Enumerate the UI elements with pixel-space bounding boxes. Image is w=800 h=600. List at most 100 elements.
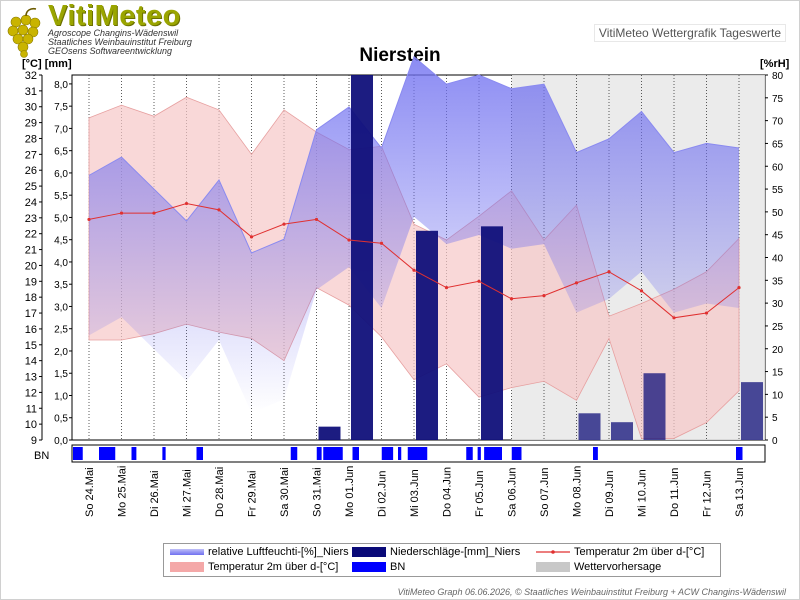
x-tick-label: Fr 05.Jun <box>474 471 486 517</box>
bn-segment <box>316 447 322 460</box>
precip-tick-label: 8,0 <box>54 80 68 91</box>
x-tick-label: Di 09.Jun <box>604 471 616 517</box>
humidity-tick-label: 75 <box>772 94 784 105</box>
vitimeteo-logo: VitiMeteo Agroscope Changins-Wädenswil S… <box>4 0 204 60</box>
temperature-point <box>314 217 319 222</box>
bn-segment <box>352 447 359 460</box>
temperature-point <box>477 279 481 283</box>
temperature-point <box>444 286 449 290</box>
bn-segment <box>736 447 743 460</box>
legend-item-humidity: relative Luftfeuchti-[%]_Niers <box>170 546 349 558</box>
temp-tick-label: 11 <box>26 403 37 415</box>
temperature-point <box>347 238 351 242</box>
bn-segment <box>131 447 137 460</box>
temp-tick-label: 14 <box>25 356 37 368</box>
precip-bar <box>611 422 633 440</box>
temp-tick-label: 22 <box>25 229 37 241</box>
precip-tick-label: 5,0 <box>54 213 68 224</box>
precip-bar <box>741 382 763 440</box>
chart-title: Nierstein <box>359 45 441 66</box>
graph-type-label: VitiMeteo Wettergrafik Tageswerte <box>593 24 786 42</box>
temperature-point <box>509 297 514 301</box>
legend-swatch-forecast <box>536 562 570 572</box>
x-tick-label: Sa 13.Jun <box>734 467 746 517</box>
bn-segment <box>290 447 298 460</box>
logo-title: VitiMeteo <box>48 0 181 32</box>
x-tick-label: Do 11.Jun <box>669 468 681 517</box>
x-tick-label: Mo 08.Jun <box>572 466 584 517</box>
humidity-tick-label: 70 <box>772 117 784 128</box>
logo-line-3: GEOsens Softwareentwicklung <box>48 46 173 56</box>
precip-bar <box>318 426 341 440</box>
precip-tick-label: 4,0 <box>54 258 68 269</box>
x-tick-label: Di 02.Jun <box>377 471 389 517</box>
temp-tick-label: 9 <box>31 435 37 447</box>
bn-segment <box>407 447 428 460</box>
humidity-area <box>89 56 739 413</box>
humidity-tick-label: 20 <box>772 345 784 356</box>
x-tick-label: Mi 27.Mai <box>182 469 194 517</box>
temp-tick-label: 13 <box>25 372 37 384</box>
precip-tick-label: 2,5 <box>54 325 68 336</box>
x-tick-label: So 24.Mai <box>84 467 96 517</box>
humidity-tick-label: 15 <box>772 368 784 379</box>
bn-segment <box>398 447 402 460</box>
bn-segment <box>99 447 116 460</box>
x-tick-label: Do 04.Jun <box>442 467 454 517</box>
humidity-tick-label: 60 <box>772 162 784 173</box>
right-axis-units: [%rH] <box>760 58 790 70</box>
temp-tick-label: 24 <box>25 197 37 209</box>
x-tick-label: Fr 29.Mai <box>247 471 259 517</box>
temp-tick-label: 17 <box>25 308 37 320</box>
temp-tick-label: 12 <box>25 387 37 399</box>
humidity-tick-label: 35 <box>772 276 784 287</box>
temp-tick-label: 21 <box>25 245 37 257</box>
temperature-point <box>574 281 579 285</box>
bn-segment <box>73 447 83 460</box>
temp-tick-label: 30 <box>25 102 37 114</box>
legend-item-bn: BN <box>352 561 405 573</box>
left-axis-units: [°C] [mm] <box>22 58 72 70</box>
precip-bar <box>351 75 373 440</box>
legend-swatch-humidity <box>170 549 204 555</box>
humidity-tick-label: 65 <box>772 139 784 150</box>
temperature-point <box>87 217 91 222</box>
temp-tick-label: 10 <box>25 419 37 431</box>
legend-item-precip: Niederschläge-[mm]_Niers <box>352 546 520 558</box>
bn-segment <box>495 447 502 460</box>
temp-tick-label: 31 <box>25 86 37 98</box>
grape-icon <box>7 7 41 58</box>
temp-tick-label: 15 <box>25 340 37 352</box>
precip-tick-label: 0,5 <box>54 414 68 425</box>
precip-bar <box>481 226 503 440</box>
precip-bar <box>643 373 666 440</box>
x-tick-label: Mo 01.Jun <box>344 466 356 517</box>
x-tick-label: Mi 03.Jun <box>409 469 421 517</box>
temperature-point <box>542 293 546 298</box>
legend-swatch-precip <box>352 547 386 557</box>
temperature-point <box>379 241 384 245</box>
bn-segment <box>466 447 473 460</box>
bn-segment <box>477 447 481 460</box>
legend-label-bn: BN <box>390 561 406 573</box>
humidity-tick-label: 45 <box>772 231 784 242</box>
legend-swatch-temp-line <box>536 550 570 554</box>
temp-tick-label: 18 <box>25 292 37 304</box>
x-tick-label: So 07.Jun <box>539 467 551 517</box>
temp-tick-label: 16 <box>25 324 37 336</box>
x-tick-label: Sa 06.Jun <box>507 467 519 517</box>
precip-tick-label: 3,5 <box>54 280 68 291</box>
temperature-point <box>249 235 254 239</box>
temperature-point <box>737 286 741 290</box>
temp-tick-label: 27 <box>25 149 37 161</box>
temperature-point <box>184 201 189 206</box>
precip-tick-label: 7,0 <box>54 124 68 135</box>
temp-tick-label: 23 <box>25 213 37 225</box>
humidity-tick-label: 30 <box>772 299 784 310</box>
temperature-point <box>152 211 156 215</box>
humidity-tick-label: 55 <box>772 185 784 196</box>
temperature-point <box>282 222 286 226</box>
temp-tick-label: 32 <box>25 70 37 82</box>
temp-tick-label: 25 <box>25 181 37 193</box>
